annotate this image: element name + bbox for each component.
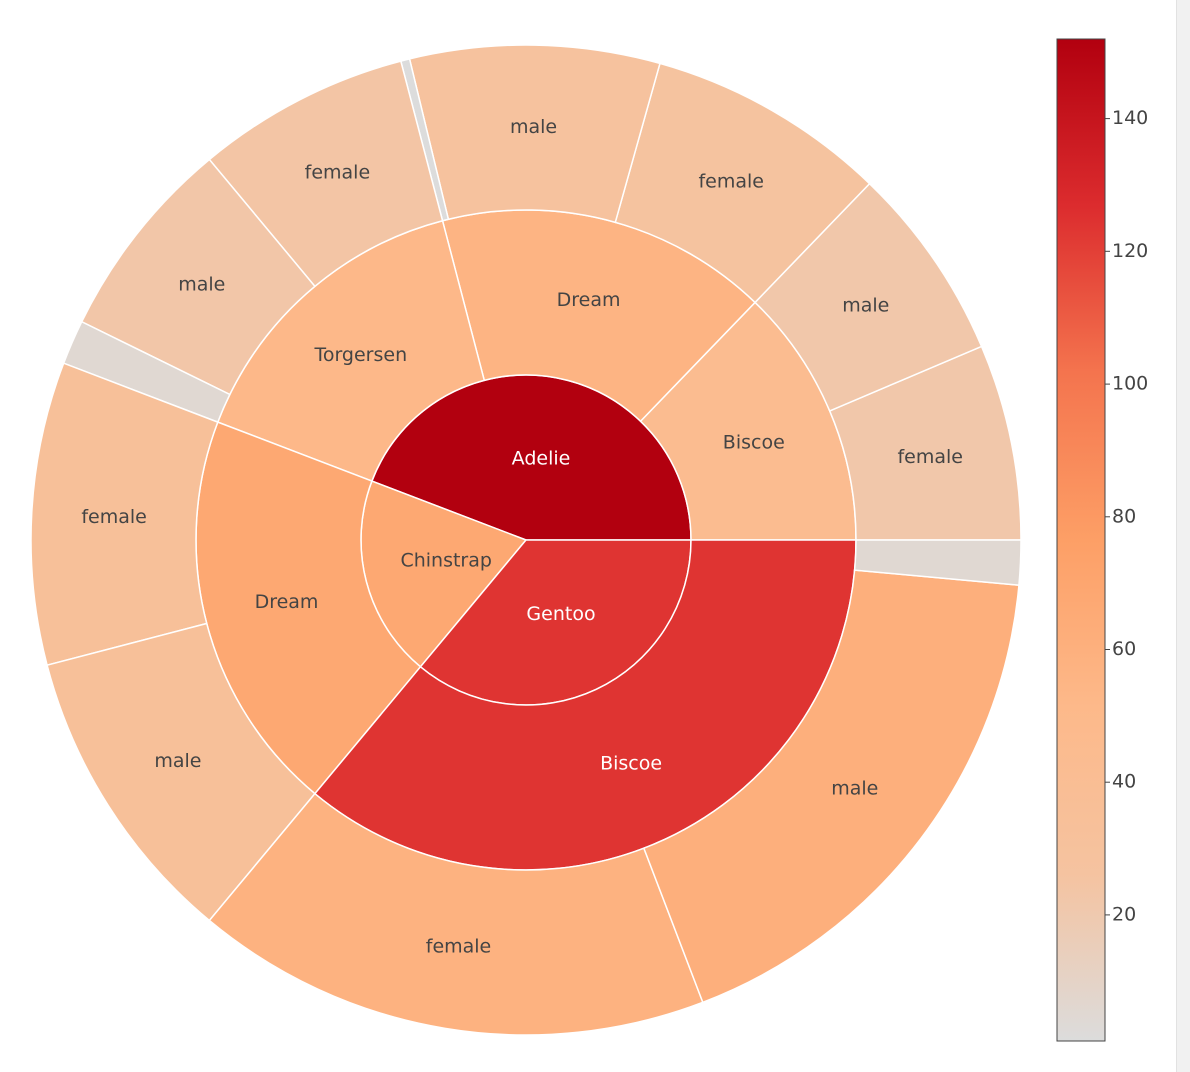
label-adelie-dream: Dream [557, 289, 621, 311]
label-adelie-biscoe-male: male [842, 295, 889, 317]
sunburst-segments: Adelie Biscoe female male Dream female male Tor… [30, 44, 1022, 1036]
colorbar-tick-label-100: 100 [1112, 373, 1148, 395]
label-chinstrap-dream-female: female [81, 506, 147, 528]
colorbar-tick-label-60: 60 [1112, 638, 1136, 660]
label-adelie-torgersen-male: male [178, 273, 225, 295]
label-adelie-dream-female: female [698, 171, 764, 193]
colorbar-tick-label-140: 140 [1112, 107, 1148, 129]
label-chinstrap: Chinstrap [400, 549, 492, 571]
label-gentoo-biscoe: Biscoe [600, 753, 662, 775]
colorbar-tick-label-80: 80 [1112, 505, 1136, 527]
label-adelie-biscoe: Biscoe [723, 432, 785, 454]
label-gentoo-biscoe-male: male [831, 778, 878, 800]
label-chinstrap-dream-male: male [154, 750, 201, 772]
segment-gentoo-biscoe-female[interactable] [208, 792, 704, 1036]
label-adelie-biscoe-female: female [897, 446, 963, 468]
label-gentoo: Gentoo [526, 603, 595, 625]
colorbar-tick-label-40: 40 [1112, 771, 1136, 793]
label-adelie-torgersen-female: female [305, 162, 371, 184]
segment-gentoo-biscoe-missing[interactable] [853, 539, 1022, 586]
colorbar-tick-label-20: 20 [1112, 903, 1136, 925]
segment-gentoo-biscoe-male[interactable] [642, 569, 1020, 1004]
colorbar-bar [1056, 38, 1106, 1042]
label-gentoo-biscoe-female: female [426, 935, 492, 957]
label-adelie-torgersen: Torgersen [313, 344, 407, 366]
page-scrollbar[interactable] [1176, 0, 1190, 1072]
colorbar: 20 40 60 80 100 120 140 [1056, 38, 1148, 1042]
label-adelie: Adelie [512, 447, 571, 469]
label-adelie-dream-male: male [510, 116, 557, 138]
colorbar-ticks: 20 40 60 80 100 120 140 [1105, 107, 1148, 925]
label-chinstrap-dream: Dream [255, 591, 319, 613]
colorbar-tick-label-120: 120 [1112, 240, 1148, 262]
